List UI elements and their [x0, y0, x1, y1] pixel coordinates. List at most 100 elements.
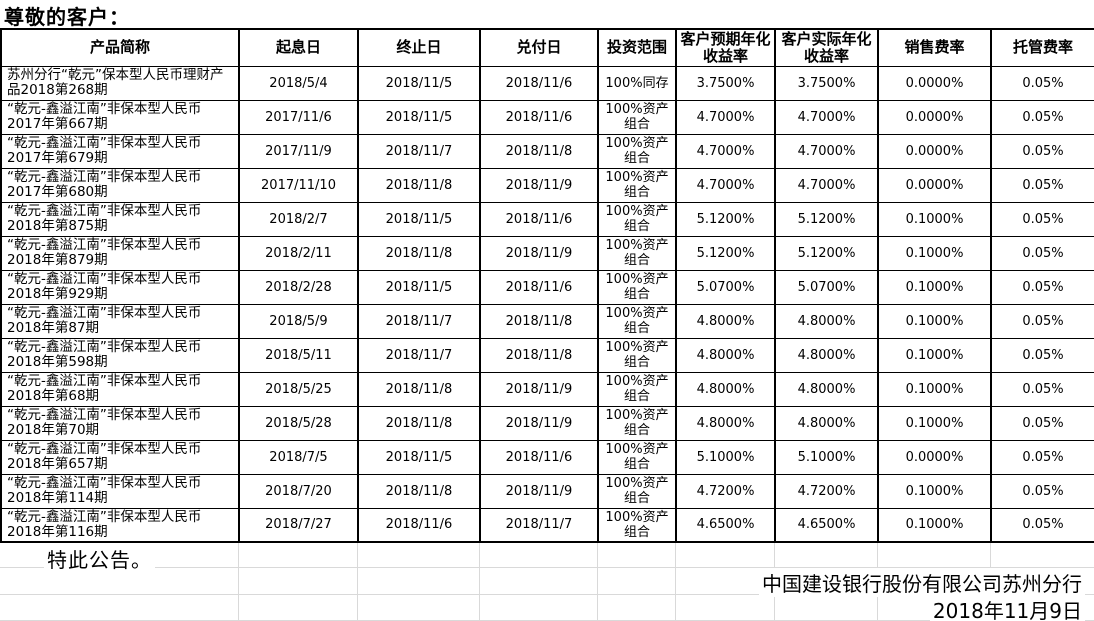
- table-cell: 0.1000%: [877, 269, 992, 305]
- gridline-vertical: [238, 543, 239, 620]
- table-cell: 2018/11/6: [479, 269, 599, 305]
- table-cell: 3.7500%: [675, 65, 776, 101]
- table-cell: 0.05%: [990, 507, 1094, 543]
- table-header: 产品简称 起息日 终止日 兑付日 投资范围 客户预期年化收益率 客户实际年化收益…: [0, 28, 1094, 67]
- table-cell: 4.8000%: [774, 405, 879, 441]
- table-cell: 2018/11/8: [479, 133, 599, 169]
- product-name-cell: “乾元-鑫溢江南”非保本型人民币2018年第87期: [0, 303, 240, 339]
- table-cell: 0.05%: [990, 201, 1094, 237]
- table-cell: 0.05%: [990, 405, 1094, 441]
- table-cell: 0.1000%: [877, 303, 992, 339]
- table-cell: 2018/11/8: [479, 303, 599, 339]
- column-header-actual-yield: 客户实际年化收益率: [774, 28, 879, 67]
- table-row: “乾元-鑫溢江南”非保本型人民币2018年第87期 2018/5/9 2018/11…: [0, 303, 1094, 339]
- table-cell: 0.1000%: [877, 201, 992, 237]
- table-cell: 0.1000%: [877, 507, 992, 543]
- table-cell: 2018/11/8: [357, 371, 481, 407]
- table-row: “乾元-鑫溢江南”非保本型人民币2017年第679期 2017/11/9 2018/…: [0, 133, 1094, 169]
- table-cell: 0.05%: [990, 473, 1094, 509]
- table-cell: 0.0000%: [877, 439, 992, 475]
- table-cell: 0.05%: [990, 269, 1094, 305]
- table-cell: 4.7200%: [675, 473, 776, 509]
- table-cell: 5.1000%: [774, 439, 879, 475]
- column-header-custody-fee-rate: 托管费率: [990, 28, 1094, 67]
- gridline-vertical: [479, 543, 480, 620]
- product-name-cell: “乾元-鑫溢江南”非保本型人民币2018年第929期: [0, 269, 240, 305]
- gridline-vertical: [675, 543, 676, 620]
- products-table: 产品简称 起息日 终止日 兑付日 投资范围 客户预期年化收益率 客户实际年化收益…: [0, 28, 1094, 543]
- table-cell: 2018/5/11: [238, 337, 359, 373]
- table-cell: 2018/11/8: [357, 167, 481, 203]
- table-cell: 2018/11/8: [357, 235, 481, 271]
- product-name-cell: “乾元-鑫溢江南”非保本型人民币2018年第598期: [0, 337, 240, 373]
- table-cell: 100%资产组合: [597, 473, 677, 509]
- table-cell: 100%资产组合: [597, 201, 677, 237]
- table-cell: 2018/11/7: [479, 507, 599, 543]
- product-name-cell: “乾元-鑫溢江南”非保本型人民币2018年第879期: [0, 235, 240, 271]
- bank-signature: 中国建设银行股份有限公司苏州分行: [759, 568, 1085, 597]
- column-header-investment-scope: 投资范围: [597, 28, 677, 67]
- product-name-cell: 苏州分行“乾元”保本型人民币理财产品2018第268期: [0, 65, 240, 101]
- table-cell: 100%资产组合: [597, 371, 677, 407]
- table-row: “乾元-鑫溢江南”非保本型人民币2018年第879期 2018/2/11 2018/…: [0, 235, 1094, 271]
- table-cell: 2018/11/9: [479, 235, 599, 271]
- table-cell: 2018/5/9: [238, 303, 359, 339]
- table-cell: 100%资产组合: [597, 337, 677, 373]
- table-cell: 2018/2/28: [238, 269, 359, 305]
- table-cell: 2018/11/8: [479, 337, 599, 373]
- column-header-end-date: 终止日: [357, 28, 481, 67]
- product-name-cell: “乾元-鑫溢江南”非保本型人民币2017年第679期: [0, 133, 240, 169]
- table-cell: 0.05%: [990, 235, 1094, 271]
- column-header-value-date: 起息日: [238, 28, 359, 67]
- table-cell: 2018/11/6: [479, 439, 599, 475]
- table-cell: 0.0000%: [877, 65, 992, 101]
- table-cell: 2018/7/27: [238, 507, 359, 543]
- table-cell: 2018/11/7: [357, 337, 481, 373]
- table-cell: 2018/11/6: [479, 65, 599, 101]
- table-cell: 2018/11/5: [357, 201, 481, 237]
- table-row: “乾元-鑫溢江南”非保本型人民币2017年第667期 2017/11/6 2018/…: [0, 99, 1094, 135]
- table-cell: 100%资产组合: [597, 405, 677, 441]
- table-cell: 100%资产组合: [597, 507, 677, 543]
- table-cell: 0.0000%: [877, 99, 992, 135]
- table-cell: 4.8000%: [675, 371, 776, 407]
- table-cell: 5.0700%: [675, 269, 776, 305]
- table-cell: 0.05%: [990, 371, 1094, 407]
- table-cell: 100%资产组合: [597, 269, 677, 305]
- table-cell: 4.7000%: [675, 99, 776, 135]
- greeting-text: 尊敬的客户：: [4, 5, 130, 29]
- table-cell: 5.1200%: [675, 235, 776, 271]
- product-name-cell: “乾元-鑫溢江南”非保本型人民币2018年第70期: [0, 405, 240, 441]
- table-cell: 100%资产组合: [597, 99, 677, 135]
- table-cell: 2018/11/8: [357, 405, 481, 441]
- table-cell: 100%资产组合: [597, 303, 677, 339]
- table-cell: 2018/11/5: [357, 65, 481, 101]
- table-cell: 0.05%: [990, 337, 1094, 373]
- table-cell: 2018/11/6: [479, 201, 599, 237]
- table-cell: 4.8000%: [675, 337, 776, 373]
- table-cell: 0.05%: [990, 303, 1094, 339]
- product-name-cell: “乾元-鑫溢江南”非保本型人民币2018年第875期: [0, 201, 240, 237]
- product-name-cell: “乾元-鑫溢江南”非保本型人民币2018年第68期: [0, 371, 240, 407]
- table-cell: 100%资产组合: [597, 439, 677, 475]
- table-row: “乾元-鑫溢江南”非保本型人民币2018年第929期 2018/2/28 2018/…: [0, 269, 1094, 305]
- table-cell: 2018/11/5: [357, 269, 481, 305]
- product-name-cell: “乾元-鑫溢江南”非保本型人民币2018年第114期: [0, 473, 240, 509]
- table-cell: 0.05%: [990, 439, 1094, 475]
- table-cell: 2018/11/7: [357, 303, 481, 339]
- closing-text: 特此公告。: [44, 544, 155, 573]
- table-cell: 2018/7/5: [238, 439, 359, 475]
- table-header-row: 产品简称 起息日 终止日 兑付日 投资范围 客户预期年化收益率 客户实际年化收益…: [0, 28, 1094, 67]
- table-row: “乾元-鑫溢江南”非保本型人民币2018年第70期 2018/5/28 2018/1…: [0, 405, 1094, 441]
- table-cell: 2018/11/9: [479, 405, 599, 441]
- table-row: “乾元-鑫溢江南”非保本型人民币2018年第875期 2018/2/7 2018/1…: [0, 201, 1094, 237]
- column-header-payment-date: 兑付日: [479, 28, 599, 67]
- table-cell: 2018/11/6: [357, 507, 481, 543]
- gridline-horizontal: [0, 567, 1094, 568]
- column-header-product-name: 产品简称: [0, 28, 240, 67]
- announcement-date: 2018年11月9日: [929, 595, 1085, 621]
- table-cell: 5.1000%: [675, 439, 776, 475]
- table-cell: 4.6500%: [675, 507, 776, 543]
- table-cell: 0.05%: [990, 167, 1094, 203]
